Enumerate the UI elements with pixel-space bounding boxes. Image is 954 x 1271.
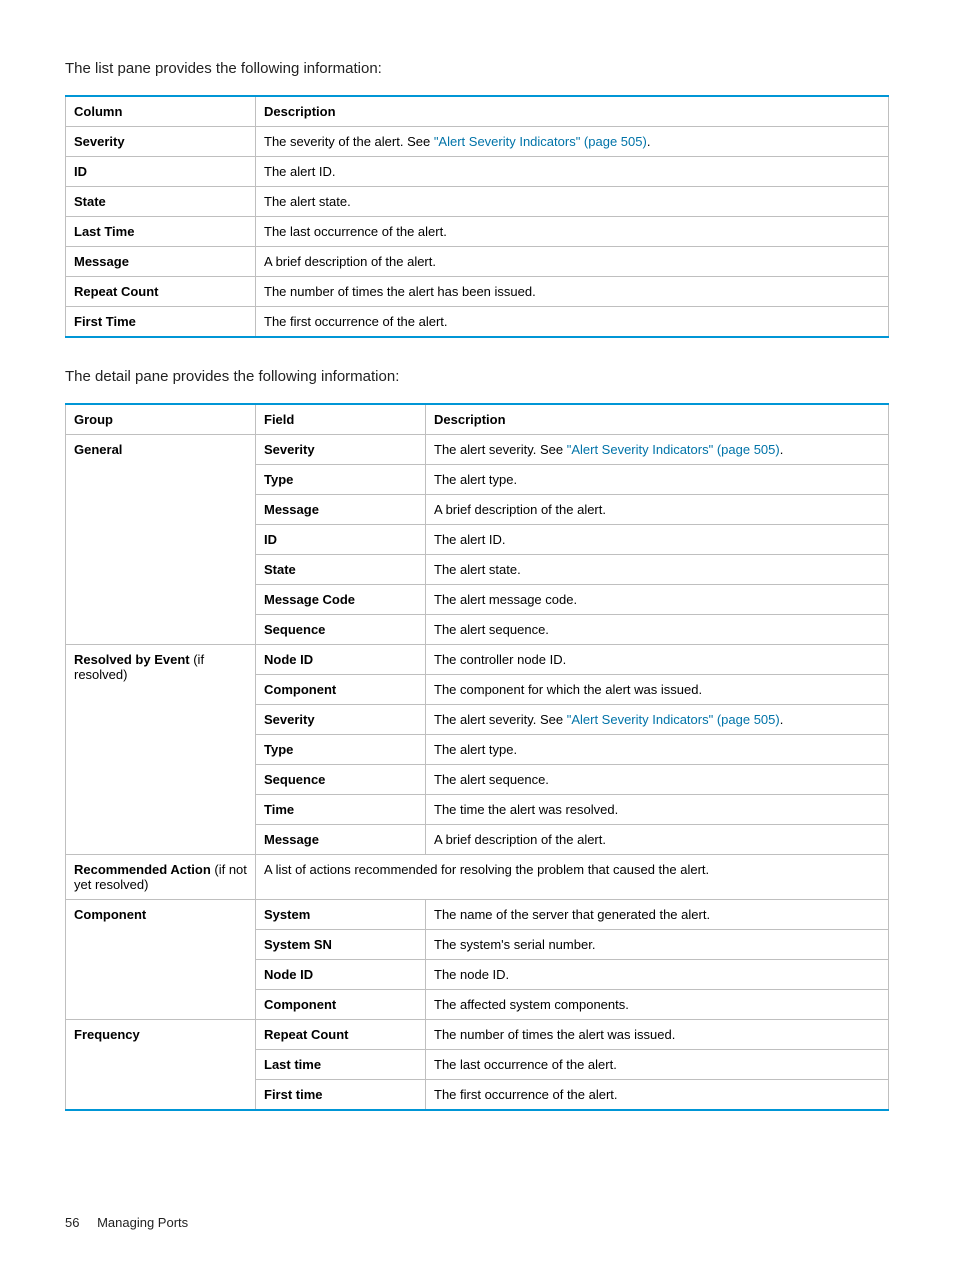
description-cell: A brief description of the alert. [426, 825, 889, 855]
table-row: ComponentSystemThe name of the server th… [66, 900, 889, 930]
description-cell: The alert type. [426, 735, 889, 765]
field-cell: Message [256, 495, 426, 525]
column-name-cell: State [66, 187, 256, 217]
cross-ref-link[interactable]: "Alert Severity Indicators" (page 505) [567, 712, 780, 727]
description-cell: The name of the server that generated th… [426, 900, 889, 930]
table-row: MessageA brief description of the alert. [66, 247, 889, 277]
list-pane-intro: The list pane provides the following inf… [65, 60, 889, 77]
table-row: SeverityThe severity of the alert. See "… [66, 127, 889, 157]
field-cell: ID [256, 525, 426, 555]
t1-header-column: Column [66, 96, 256, 127]
description-cell: The controller node ID. [426, 645, 889, 675]
column-name-cell: Severity [66, 127, 256, 157]
detail-pane-table: Group Field Description GeneralSeverityT… [65, 403, 889, 1111]
column-name-cell: ID [66, 157, 256, 187]
description-cell: The alert ID. [426, 525, 889, 555]
field-cell: Node ID [256, 960, 426, 990]
field-cell: System [256, 900, 426, 930]
field-cell: Component [256, 675, 426, 705]
cross-ref-link[interactable]: "Alert Severity Indicators" (page 505) [434, 134, 647, 149]
t2-header-group: Group [66, 404, 256, 435]
description-cell: The alert ID. [256, 157, 889, 187]
column-name-cell: Last Time [66, 217, 256, 247]
field-cell: State [256, 555, 426, 585]
description-cell: The time the alert was resolved. [426, 795, 889, 825]
description-cell: The number of times the alert has been i… [256, 277, 889, 307]
field-cell: Time [256, 795, 426, 825]
field-cell: Severity [256, 705, 426, 735]
description-cell: The first occurrence of the alert. [426, 1080, 889, 1111]
table-row: Resolved by Event (if resolved)Node IDTh… [66, 645, 889, 675]
description-cell: The alert message code. [426, 585, 889, 615]
field-cell: Severity [256, 435, 426, 465]
description-cell: The node ID. [426, 960, 889, 990]
t2-header-field: Field [256, 404, 426, 435]
description-cell: The alert severity. See "Alert Severity … [426, 435, 889, 465]
group-cell: Resolved by Event (if resolved) [66, 645, 256, 855]
group-cell: General [66, 435, 256, 645]
page-number: 56 [65, 1215, 79, 1230]
column-name-cell: Message [66, 247, 256, 277]
field-cell: Sequence [256, 765, 426, 795]
description-cell: The alert state. [256, 187, 889, 217]
description-cell: A list of actions recommended for resolv… [256, 855, 889, 900]
group-cell: Recommended Action (if not yet resolved) [66, 855, 256, 900]
field-cell: First time [256, 1080, 426, 1111]
page-footer: 56 Managing Ports [65, 1215, 188, 1230]
description-cell: A brief description of the alert. [256, 247, 889, 277]
description-cell: The severity of the alert. See "Alert Se… [256, 127, 889, 157]
table-row: GeneralSeverityThe alert severity. See "… [66, 435, 889, 465]
description-cell: The alert state. [426, 555, 889, 585]
description-cell: A brief description of the alert. [426, 495, 889, 525]
table-row: First TimeThe first occurrence of the al… [66, 307, 889, 338]
field-cell: Type [256, 465, 426, 495]
description-cell: The number of times the alert was issued… [426, 1020, 889, 1050]
field-cell: System SN [256, 930, 426, 960]
field-cell: Message [256, 825, 426, 855]
cross-ref-link[interactable]: "Alert Severity Indicators" (page 505) [567, 442, 780, 457]
t2-header-description: Description [426, 404, 889, 435]
field-cell: Sequence [256, 615, 426, 645]
column-name-cell: Repeat Count [66, 277, 256, 307]
group-cell: Frequency [66, 1020, 256, 1111]
description-cell: The last occurrence of the alert. [256, 217, 889, 247]
field-cell: Repeat Count [256, 1020, 426, 1050]
list-pane-table: Column Description SeverityThe severity … [65, 95, 889, 338]
description-cell: The alert type. [426, 465, 889, 495]
description-cell: The system's serial number. [426, 930, 889, 960]
t1-header-description: Description [256, 96, 889, 127]
detail-pane-intro: The detail pane provides the following i… [65, 368, 889, 385]
table-row: StateThe alert state. [66, 187, 889, 217]
table-row: FrequencyRepeat CountThe number of times… [66, 1020, 889, 1050]
field-cell: Node ID [256, 645, 426, 675]
description-cell: The first occurrence of the alert. [256, 307, 889, 338]
field-cell: Component [256, 990, 426, 1020]
description-cell: The alert sequence. [426, 765, 889, 795]
field-cell: Last time [256, 1050, 426, 1080]
group-cell: Component [66, 900, 256, 1020]
field-cell: Type [256, 735, 426, 765]
table-row: Repeat CountThe number of times the aler… [66, 277, 889, 307]
footer-title: Managing Ports [97, 1215, 188, 1230]
description-cell: The alert severity. See "Alert Severity … [426, 705, 889, 735]
column-name-cell: First Time [66, 307, 256, 338]
table-row: Last TimeThe last occurrence of the aler… [66, 217, 889, 247]
description-cell: The last occurrence of the alert. [426, 1050, 889, 1080]
field-cell: Message Code [256, 585, 426, 615]
description-cell: The affected system components. [426, 990, 889, 1020]
table-row: IDThe alert ID. [66, 157, 889, 187]
description-cell: The alert sequence. [426, 615, 889, 645]
table-row: Recommended Action (if not yet resolved)… [66, 855, 889, 900]
description-cell: The component for which the alert was is… [426, 675, 889, 705]
